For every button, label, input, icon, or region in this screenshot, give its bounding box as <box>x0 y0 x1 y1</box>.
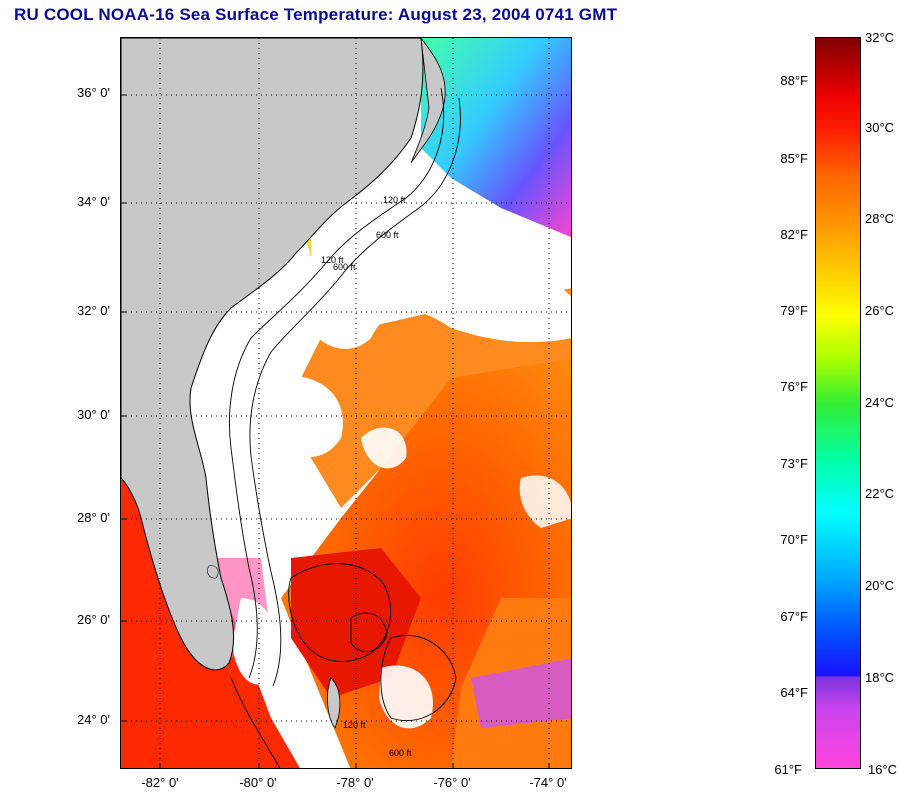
colorbar-fahrenheit-label: 64°F <box>780 685 808 700</box>
colorbar-celsius-label: 18°C <box>865 670 895 685</box>
isobath-label: 600 ft <box>389 748 412 758</box>
colorbar-fahrenheit-label: 82°F <box>780 227 808 242</box>
colorbar-fahrenheit-label: 76°F <box>780 379 808 394</box>
temperature-colorbar <box>815 37 861 769</box>
colorbar-fahrenheit-label: 73°F <box>780 456 808 471</box>
isobath-label: 120 ft <box>343 720 366 730</box>
sst-map-image: 120 ft 600 ft 120 ft 600 ft 120 ft 600 f… <box>121 38 571 768</box>
isobath-labels: 120 ft 600 ft 120 ft 600 ft 120 ft 600 f… <box>321 195 412 758</box>
colorbar-celsius-label: 20°C <box>865 578 895 593</box>
colorbar-celsius-label: 26°C <box>865 303 895 318</box>
colorbar-celsius-label: 16°C <box>868 762 898 777</box>
lat-label: 28° 0' <box>77 510 110 525</box>
isobath-label: 600 ft <box>333 262 356 272</box>
colorbar-fahrenheit-label: 79°F <box>780 303 808 318</box>
isobath-label: 600 ft <box>376 230 399 240</box>
lon-label: -74° 0' <box>529 775 567 790</box>
lat-label: 30° 0' <box>77 407 110 422</box>
axis-ticks <box>121 94 550 768</box>
colorbar-fahrenheit-label: 61°F <box>774 762 802 777</box>
colorbar-celsius-label: 32°C <box>865 30 895 45</box>
colorbar-fahrenheit-label: 85°F <box>780 151 808 166</box>
sst-map: 120 ft 600 ft 120 ft 600 ft 120 ft 600 f… <box>120 37 572 769</box>
lat-label: 26° 0' <box>77 612 110 627</box>
colorbar-celsius-label: 22°C <box>865 486 895 501</box>
colorbar-celsius-label: 30°C <box>865 120 895 135</box>
isobath-label: 120 ft <box>321 255 344 265</box>
colorbar-celsius-label: 28°C <box>865 211 895 226</box>
map-title: RU COOL NOAA-16 Sea Surface Temperature:… <box>14 5 618 24</box>
isobath-label: 120 ft <box>383 195 406 205</box>
colorbar-celsius-label: 24°C <box>865 395 895 410</box>
isobath-contours <box>229 87 461 768</box>
lon-label: -76° 0' <box>433 775 471 790</box>
lat-label: 32° 0' <box>77 303 110 318</box>
lon-label: -78° 0' <box>336 775 374 790</box>
lat-label: 24° 0' <box>77 712 110 727</box>
colorbar-fahrenheit-label: 88°F <box>780 73 808 88</box>
lon-label: -82° 0' <box>141 775 179 790</box>
land-mask <box>121 38 446 729</box>
colorbar-fahrenheit-label: 70°F <box>780 532 808 547</box>
lat-label: 36° 0' <box>77 85 110 100</box>
colorbar-fahrenheit-label: 67°F <box>780 609 808 624</box>
graticule <box>121 38 571 768</box>
lat-label: 34° 0' <box>77 194 110 209</box>
lon-label: -80° 0' <box>239 775 277 790</box>
